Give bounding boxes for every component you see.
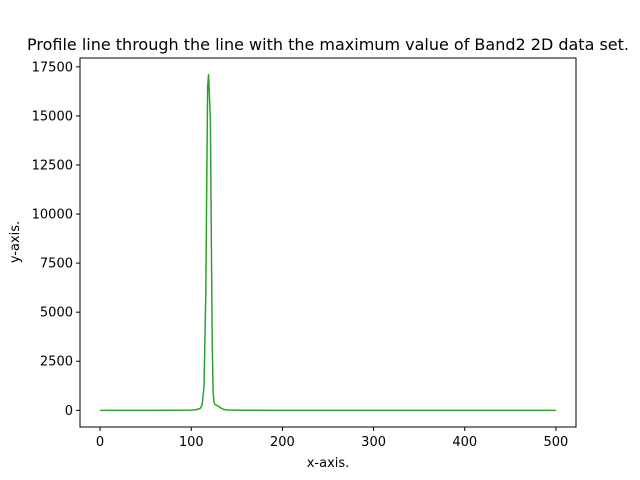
- x-tick-label: 300: [361, 435, 386, 450]
- x-tick-label: 100: [179, 435, 204, 450]
- x-tick-label: 200: [270, 435, 295, 450]
- y-tick-label: 10000: [32, 208, 73, 223]
- x-tick-label: 500: [544, 435, 569, 450]
- y-tick-label: 5000: [40, 306, 73, 321]
- y-tick-label: 2500: [40, 355, 73, 370]
- series-line-0: [100, 73, 556, 412]
- x-axis-label: x-axis.: [307, 456, 350, 471]
- x-tick-label: 0: [96, 435, 104, 450]
- y-axis-ticks: 0 2500 5000 7500 10000 12500 15000 17500: [32, 60, 80, 419]
- y-tick-label: 7500: [40, 257, 73, 272]
- x-axis-ticks: 0 100 200 300 400 500: [96, 427, 568, 450]
- y-tick-label: 15000: [32, 109, 73, 124]
- plot-frame: [79, 57, 577, 428]
- plot-line-layer: [100, 73, 556, 412]
- y-tick-label: 0: [65, 404, 73, 419]
- x-tick-label: 400: [452, 435, 477, 450]
- y-axis-label: y-axis.: [8, 221, 23, 263]
- y-tick-label: 12500: [32, 158, 73, 173]
- y-tick-label: 17500: [32, 60, 73, 75]
- chart-title: Profile line through the line with the m…: [27, 35, 629, 54]
